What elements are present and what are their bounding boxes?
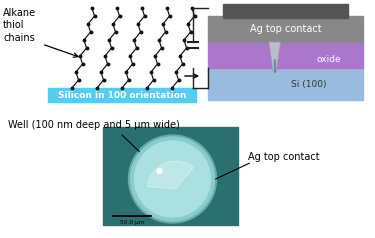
Text: Alkane
thiol
chains: Alkane thiol chains [3, 8, 36, 43]
Text: Ag top contact: Ag top contact [250, 24, 321, 34]
Text: 50.0 μm: 50.0 μm [120, 220, 144, 225]
Bar [48, 88, 196, 102]
Bar [208, 42, 363, 68]
Polygon shape [268, 42, 280, 72]
Circle shape [135, 141, 210, 217]
Text: Ag top contact: Ag top contact [248, 152, 320, 162]
Bar [208, 16, 363, 42]
Text: Si (100): Si (100) [291, 79, 327, 89]
Bar [223, 4, 348, 18]
Circle shape [129, 135, 216, 223]
Text: oxide: oxide [316, 55, 341, 64]
Circle shape [157, 169, 162, 174]
Text: Well (100 nm deep and 5 µm wide): Well (100 nm deep and 5 µm wide) [8, 120, 180, 130]
Bar [208, 68, 363, 100]
Circle shape [130, 137, 214, 221]
Bar [103, 127, 238, 225]
Wedge shape [148, 161, 194, 189]
Text: Silicon in 100 orientation: Silicon in 100 orientation [58, 90, 186, 99]
